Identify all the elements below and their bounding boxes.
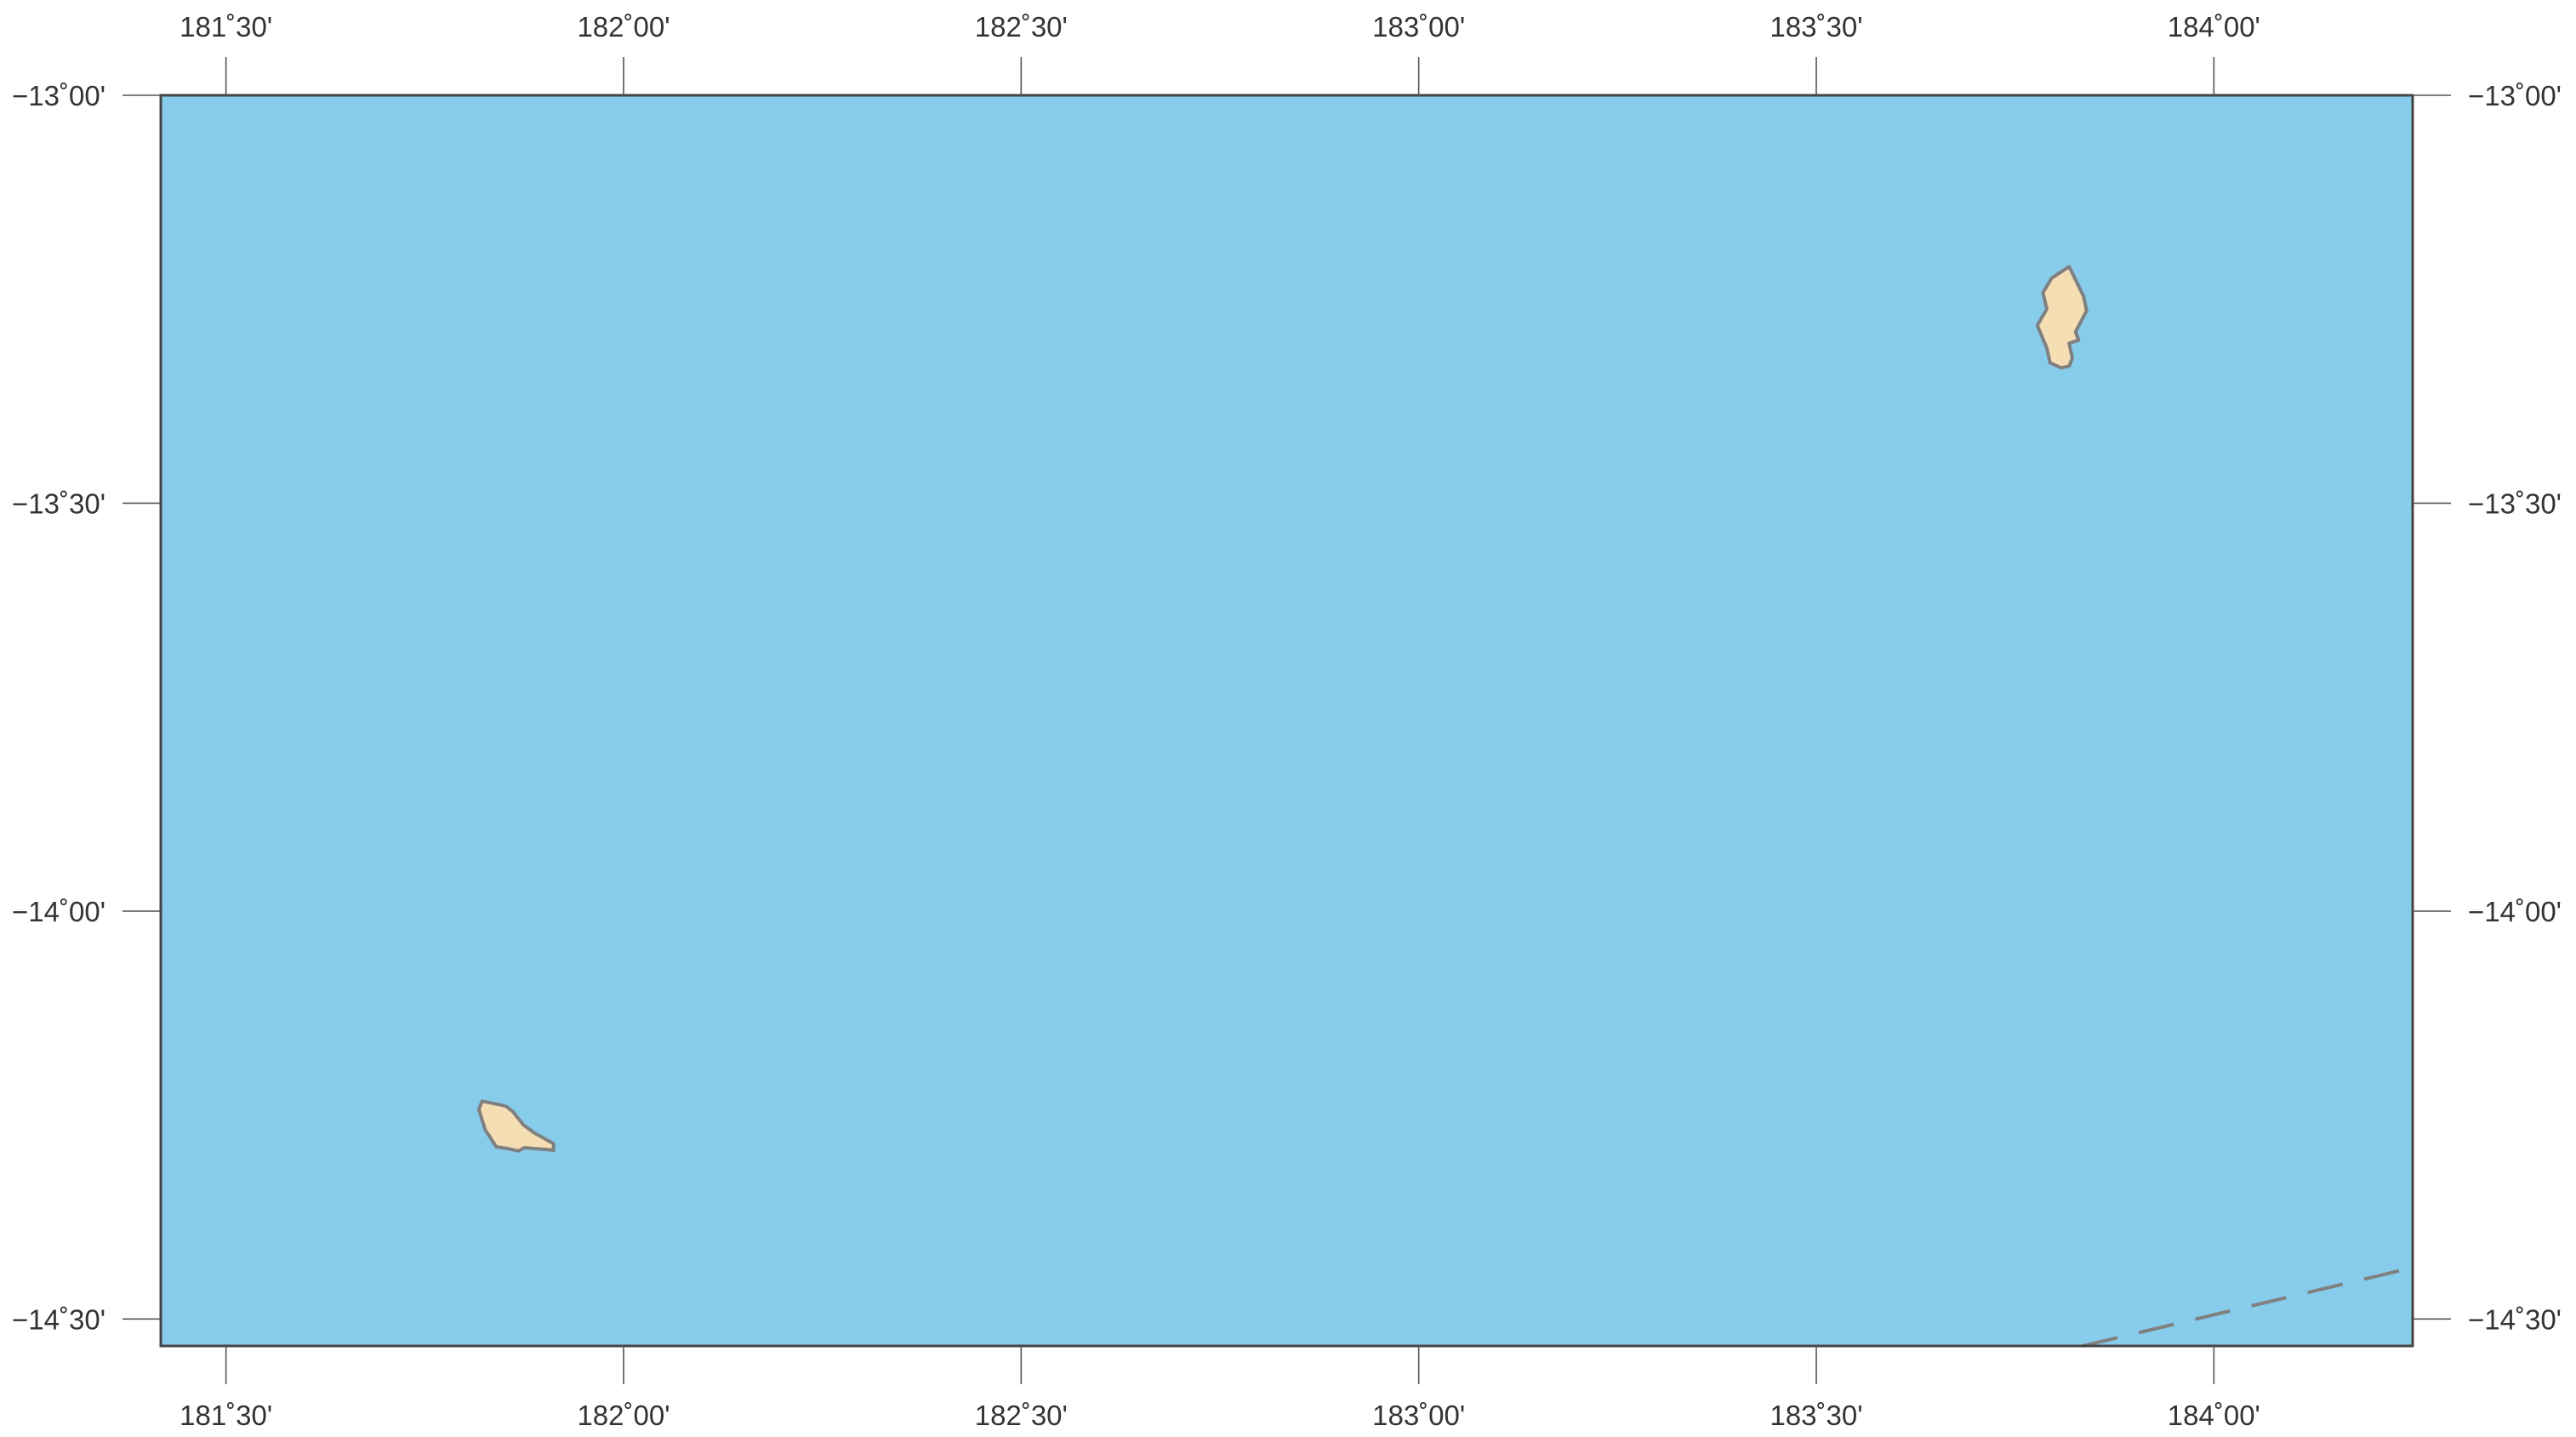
left-tick-label: −14˚00' (12, 896, 105, 927)
graticule-ticks: 181˚30' 182˚00' 182˚30' 183˚00' 183˚30' 184˚0… (12, 11, 2562, 1431)
bottom-tick-label: 184˚00' (2168, 1400, 2260, 1431)
top-tick-label: 182˚30' (975, 11, 1068, 43)
island-northeast (2035, 265, 2089, 370)
top-tick-label: 183˚00' (1372, 11, 1465, 43)
right-tick-label: −13˚30' (2468, 488, 2562, 519)
bottom-tick-label: 182˚30' (975, 1400, 1068, 1431)
land-layer (476, 265, 2089, 1153)
island-southwest (476, 1099, 556, 1153)
top-tick-label: 182˚00' (577, 11, 670, 43)
right-tick-label: −14˚30' (2468, 1303, 2562, 1335)
right-tick-label: −14˚00' (2468, 896, 2562, 927)
top-tick-label: 184˚00' (2168, 11, 2260, 43)
top-tick-label: 183˚30' (1770, 11, 1862, 43)
left-tick-label: −13˚30' (12, 488, 105, 519)
bottom-tick-label: 182˚00' (577, 1400, 670, 1431)
bottom-tick-label: 181˚30' (180, 1400, 272, 1431)
bottom-tick-label: 183˚30' (1770, 1400, 1862, 1431)
bottom-tick-label: 183˚00' (1372, 1400, 1465, 1431)
top-tick-label: 181˚30' (180, 11, 272, 43)
right-tick-label: −13˚00' (2468, 80, 2562, 111)
left-tick-label: −14˚30' (12, 1303, 105, 1335)
left-tick-label: −13˚00' (12, 80, 105, 111)
map-frame (159, 94, 2414, 1348)
